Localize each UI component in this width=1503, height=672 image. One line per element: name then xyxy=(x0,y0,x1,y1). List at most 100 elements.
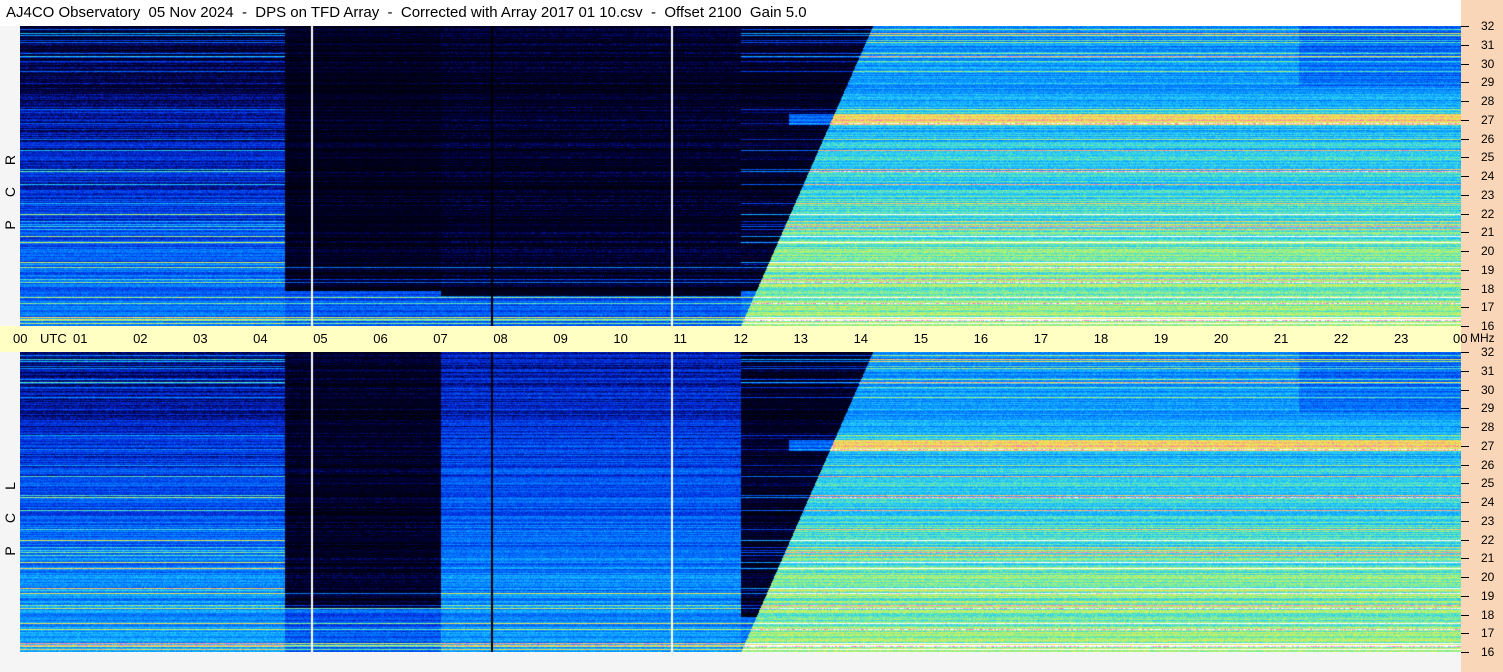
y-tick-label: 25 xyxy=(1481,476,1495,490)
y-tick-mark xyxy=(1461,615,1469,616)
panel-letter: C xyxy=(2,186,18,198)
x-tick-label: 05 xyxy=(313,331,328,346)
x-tick-label: 10 xyxy=(613,331,628,346)
y-tick-label: 19 xyxy=(1481,589,1495,603)
y-tick-label: 31 xyxy=(1481,38,1495,52)
y-tick-label: 16 xyxy=(1481,319,1495,333)
y-tick-mark xyxy=(1461,352,1469,353)
y-tick-label: 24 xyxy=(1481,495,1495,509)
y-tick-label: 31 xyxy=(1481,364,1495,378)
y-tick-label: 21 xyxy=(1481,551,1495,565)
x-tick-label: 19 xyxy=(1153,331,1169,346)
x-tick-label: 17 xyxy=(1033,331,1049,346)
y-tick-label: 24 xyxy=(1481,169,1495,183)
y-tick-label: 27 xyxy=(1481,439,1495,453)
y-tick-label: 32 xyxy=(1481,345,1495,359)
panel-letter: L xyxy=(2,482,18,490)
panel-letter: P xyxy=(2,220,18,230)
y-tick-mark xyxy=(1461,408,1469,409)
y-tick-mark xyxy=(1461,195,1469,196)
x-tick-label: 07 xyxy=(433,331,448,346)
y-tick-mark xyxy=(1461,633,1469,634)
x-tick-label: 04 xyxy=(253,331,268,346)
y-tick-label: 21 xyxy=(1481,225,1495,239)
x-tick-label: 06 xyxy=(373,331,388,346)
y-tick-label: 19 xyxy=(1481,263,1495,277)
panel-letter: R xyxy=(2,154,18,166)
x-tick-label: 11 xyxy=(673,331,687,346)
x-tick-label: 23 xyxy=(1393,331,1409,346)
y-tick-mark xyxy=(1461,521,1469,522)
y-unit-label: MHz xyxy=(1470,331,1495,345)
y-tick-mark xyxy=(1461,390,1469,391)
x-tick-label: 12 xyxy=(733,331,748,346)
panel-letter: P xyxy=(2,546,18,556)
x-tick-label: 22 xyxy=(1333,331,1349,346)
y-tick-label: 20 xyxy=(1481,570,1495,584)
y-tick-mark xyxy=(1461,26,1469,27)
y-tick-mark xyxy=(1461,214,1469,215)
y-tick-mark xyxy=(1461,371,1469,372)
x-tick-label: 02 xyxy=(133,331,148,346)
y-tick-mark xyxy=(1461,326,1469,327)
y-tick-mark xyxy=(1461,502,1469,503)
y-tick-mark xyxy=(1461,483,1469,484)
y-tick-label: 18 xyxy=(1481,608,1495,622)
x-tick-label: 00 xyxy=(13,331,28,346)
y-tick-label: 29 xyxy=(1481,401,1495,415)
spectrogram-rcp xyxy=(20,26,1461,326)
x-tick-label: 00 xyxy=(1453,331,1468,346)
y-tick-label: 29 xyxy=(1481,75,1495,89)
y-tick-mark xyxy=(1461,577,1469,578)
y-tick-mark xyxy=(1461,596,1469,597)
x-tick-label: 01 xyxy=(73,331,88,346)
y-tick-mark xyxy=(1461,64,1469,65)
y-tick-mark xyxy=(1461,82,1469,83)
y-tick-label: 30 xyxy=(1481,383,1495,397)
y-tick-mark xyxy=(1461,446,1469,447)
frequency-axis-strip xyxy=(1461,0,1503,672)
panel-letter: C xyxy=(2,512,18,524)
x-tick-label: 15 xyxy=(913,331,929,346)
y-tick-mark xyxy=(1461,540,1469,541)
x-tick-label: 08 xyxy=(493,331,508,346)
y-tick-mark xyxy=(1461,45,1469,46)
y-tick-label: 25 xyxy=(1481,150,1495,164)
y-tick-label: 27 xyxy=(1481,113,1495,127)
x-tick-label: 14 xyxy=(853,331,869,346)
y-tick-mark xyxy=(1461,232,1469,233)
spectrogram-lcp xyxy=(20,352,1461,652)
y-tick-label: 28 xyxy=(1481,94,1495,108)
y-tick-mark xyxy=(1461,558,1469,559)
time-axis-band xyxy=(0,326,1461,352)
y-tick-mark xyxy=(1461,465,1469,466)
y-tick-label: 32 xyxy=(1481,19,1495,33)
y-tick-label: 26 xyxy=(1481,458,1495,472)
y-tick-label: 17 xyxy=(1481,626,1495,640)
x-tick-label: 20 xyxy=(1213,331,1229,346)
y-tick-label: 22 xyxy=(1481,207,1495,221)
bottom-margin xyxy=(0,652,1461,672)
x-tick-label: 21 xyxy=(1273,331,1289,346)
x-tick-label: 18 xyxy=(1093,331,1109,346)
y-tick-mark xyxy=(1461,157,1469,158)
left-margin-bottom xyxy=(0,352,20,652)
y-tick-mark xyxy=(1461,176,1469,177)
x-tick-label: 16 xyxy=(973,331,989,346)
y-tick-mark xyxy=(1461,139,1469,140)
y-tick-mark xyxy=(1461,270,1469,271)
y-tick-mark xyxy=(1461,307,1469,308)
x-tick-label: 09 xyxy=(553,331,568,346)
y-tick-label: 20 xyxy=(1481,244,1495,258)
y-tick-mark xyxy=(1461,251,1469,252)
x-unit-label: UTC xyxy=(40,331,67,346)
x-tick-label: 13 xyxy=(793,331,808,346)
y-tick-label: 18 xyxy=(1481,282,1495,296)
y-tick-label: 28 xyxy=(1481,420,1495,434)
left-margin-top xyxy=(0,26,20,326)
y-tick-mark xyxy=(1461,652,1469,653)
x-tick-label: 03 xyxy=(193,331,208,346)
y-tick-label: 22 xyxy=(1481,533,1495,547)
y-tick-label: 16 xyxy=(1481,645,1495,659)
y-tick-mark xyxy=(1461,427,1469,428)
